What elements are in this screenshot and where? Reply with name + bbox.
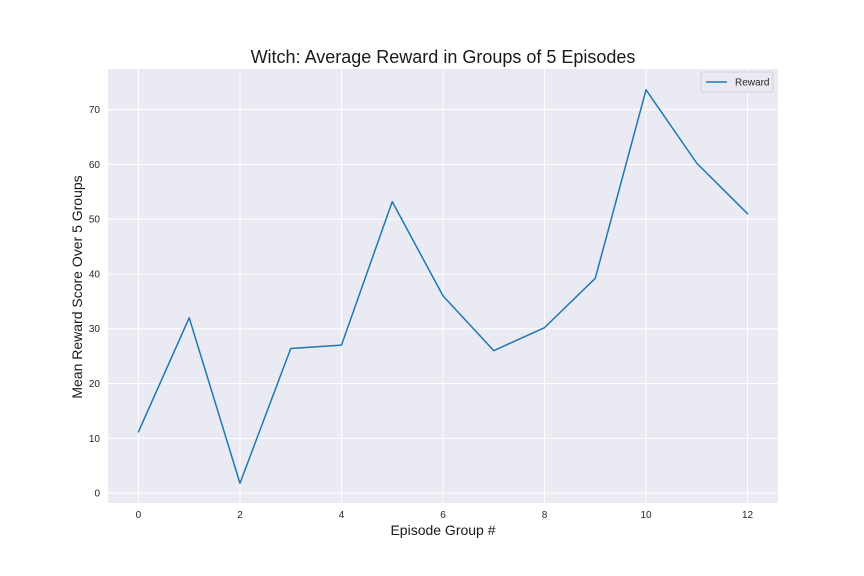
y-tick-label: 0: [94, 489, 100, 500]
y-tick-label: 50: [89, 215, 101, 226]
series-line-reward: [137, 89, 749, 485]
chart-title: Witch: Average Reward in Groups of 5 Epi…: [251, 47, 636, 67]
x-tick-label: 2: [237, 510, 243, 521]
y-tick-label: 70: [89, 105, 101, 116]
grid-lines: [108, 69, 778, 503]
y-tick-label: 30: [89, 324, 101, 335]
y-tick-label: 60: [89, 160, 101, 171]
x-tick-label: 4: [339, 510, 345, 521]
y-tick-label: 20: [89, 379, 101, 390]
legend-label-reward: Reward: [735, 78, 769, 89]
y-axis-label: Mean Reward Score Over 5 Groups: [69, 175, 85, 398]
x-tick-label: 8: [542, 510, 548, 521]
y-tick-label: 40: [89, 269, 101, 280]
x-axis-ticks: 0 2 4 6 8 10 12: [136, 510, 754, 521]
x-tick-label: 12: [742, 510, 754, 521]
x-tick-label: 0: [136, 510, 142, 521]
y-axis-ticks: 0 10 20 30 40 50 60 70: [89, 105, 101, 500]
y-tick-label: 10: [89, 434, 101, 445]
legend: Reward: [700, 71, 774, 93]
legend-box: [700, 71, 774, 93]
x-tick-label: 10: [640, 510, 652, 521]
x-axis-label: Episode Group #: [390, 522, 495, 538]
x-tick-label: 6: [440, 510, 446, 521]
series-layer: [137, 89, 749, 485]
